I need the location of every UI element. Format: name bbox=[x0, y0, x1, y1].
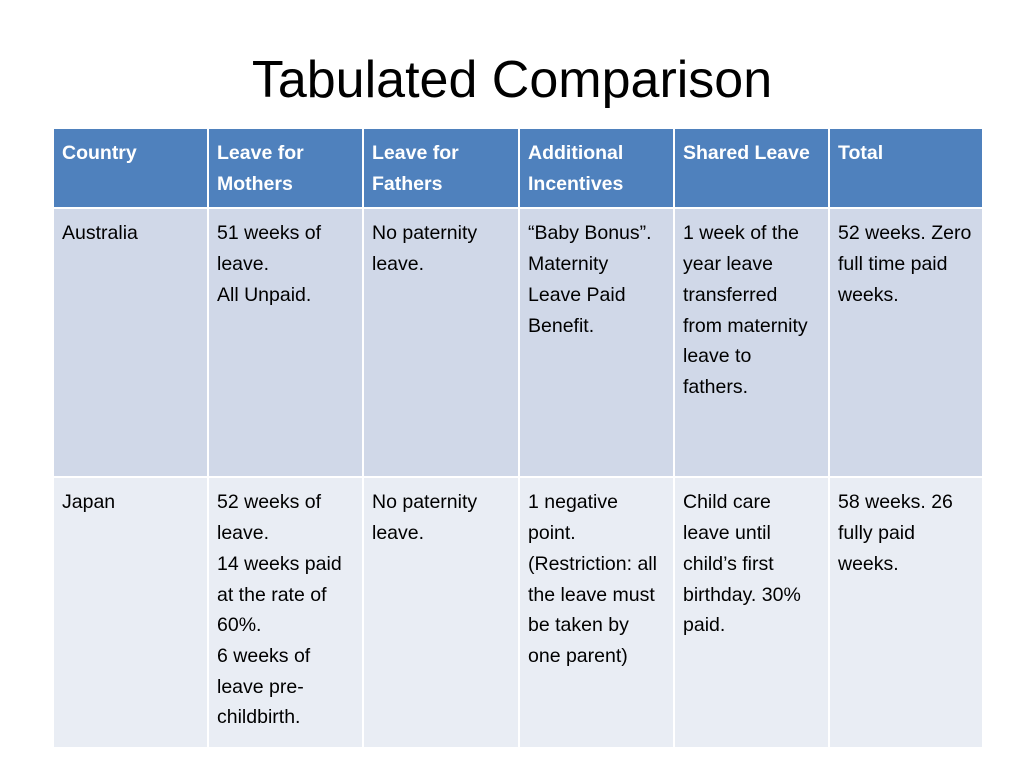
table-row: Australia 51 weeks of leave. All Unpaid.… bbox=[54, 209, 982, 477]
table-header-row: Country Leave for Mothers Leave for Fath… bbox=[54, 129, 982, 208]
cell-fathers: No paternity leave. bbox=[364, 209, 518, 477]
cell-total: 52 weeks. Zero full time paid weeks. bbox=[830, 209, 982, 477]
cell-shared: 1 week of the year leave transferred fro… bbox=[675, 209, 828, 477]
comparison-table: Country Leave for Mothers Leave for Fath… bbox=[52, 127, 984, 750]
cell-shared: Child care leave until child’s first bir… bbox=[675, 478, 828, 748]
cell-mothers: 51 weeks of leave. All Unpaid. bbox=[209, 209, 362, 477]
header-leave-mothers: Leave for Mothers bbox=[209, 129, 362, 208]
cell-mothers-text: 51 weeks of leave. All Unpaid. bbox=[217, 222, 322, 306]
header-leave-fathers: Leave for Fathers bbox=[364, 129, 518, 208]
cell-mothers-text: 52 weeks of leave. 14 weeks paid at the … bbox=[217, 491, 342, 729]
cell-country: Australia bbox=[54, 209, 207, 477]
header-total: Total bbox=[830, 129, 982, 208]
cell-fathers: No paternity leave. bbox=[364, 478, 518, 748]
header-shared-leave: Shared Leave bbox=[675, 129, 828, 208]
table-row: Japan 52 weeks of leave. 14 weeks paid a… bbox=[54, 478, 982, 748]
cell-incentives: 1 negative point. (Restriction: all the … bbox=[520, 478, 673, 748]
header-country: Country bbox=[54, 129, 207, 208]
cell-mothers: 52 weeks of leave. 14 weeks paid at the … bbox=[209, 478, 362, 748]
header-incentives: Additional Incentives bbox=[520, 129, 673, 208]
cell-total: 58 weeks. 26 fully paid weeks. bbox=[830, 478, 982, 748]
cell-incentives: “Baby Bonus”. Maternity Leave Paid Benef… bbox=[520, 209, 673, 477]
cell-country: Japan bbox=[54, 478, 207, 748]
slide-title: Tabulated Comparison bbox=[251, 51, 773, 109]
